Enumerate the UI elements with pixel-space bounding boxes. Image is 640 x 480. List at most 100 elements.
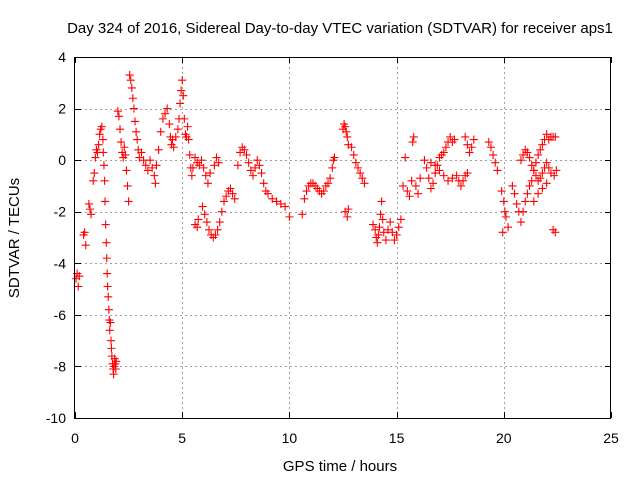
data-point bbox=[251, 163, 260, 172]
data-point bbox=[491, 158, 500, 167]
data-point bbox=[416, 174, 425, 183]
data-point bbox=[236, 148, 245, 157]
data-point bbox=[405, 192, 414, 201]
data-point bbox=[298, 210, 307, 219]
data-point bbox=[441, 143, 450, 152]
data-point bbox=[124, 197, 133, 206]
data-point bbox=[390, 236, 399, 245]
data-point bbox=[538, 168, 547, 178]
data-point bbox=[489, 150, 498, 160]
data-point bbox=[525, 153, 534, 162]
data-point bbox=[112, 357, 121, 366]
data-point bbox=[285, 212, 294, 221]
data-point bbox=[129, 104, 139, 113]
data-point bbox=[122, 166, 131, 175]
data-point bbox=[80, 228, 89, 237]
y-tick-label: -4 bbox=[54, 255, 67, 271]
data-point bbox=[120, 143, 129, 152]
data-point bbox=[452, 171, 461, 180]
data-point bbox=[374, 230, 383, 239]
y-tick-labels: 4 2 0 -2 -4 -6 -8 -10 bbox=[46, 49, 66, 426]
data-point bbox=[84, 199, 93, 209]
data-point bbox=[213, 225, 222, 234]
data-point bbox=[426, 184, 435, 193]
data-point bbox=[150, 171, 159, 180]
data-point bbox=[538, 184, 547, 193]
y-tick-label: 4 bbox=[58, 49, 66, 65]
data-point bbox=[240, 145, 249, 154]
data-point bbox=[163, 104, 172, 113]
data-point bbox=[126, 76, 135, 85]
data-point bbox=[123, 181, 132, 190]
data-point bbox=[100, 197, 110, 206]
data-point bbox=[257, 168, 266, 178]
data-point bbox=[499, 197, 508, 206]
data-point bbox=[396, 215, 405, 224]
data-point bbox=[212, 153, 221, 162]
data-point bbox=[302, 187, 311, 196]
y-tick-label: 2 bbox=[58, 101, 66, 117]
x-tick-label: 10 bbox=[282, 430, 298, 446]
grid-lines bbox=[75, 57, 611, 418]
data-point bbox=[156, 127, 165, 136]
data-point bbox=[151, 179, 160, 188]
data-point bbox=[383, 225, 393, 234]
data-point bbox=[424, 174, 433, 183]
data-point bbox=[378, 215, 387, 224]
data-point bbox=[197, 156, 206, 165]
y-tick-label: -2 bbox=[54, 204, 67, 220]
data-point bbox=[204, 225, 214, 234]
data-point bbox=[154, 145, 163, 154]
data-point bbox=[377, 197, 386, 206]
data-point bbox=[323, 179, 333, 188]
data-point bbox=[253, 156, 262, 165]
data-point bbox=[255, 161, 264, 170]
data-point bbox=[263, 189, 273, 198]
data-point bbox=[536, 145, 545, 154]
data-point bbox=[358, 174, 367, 183]
data-point bbox=[448, 174, 457, 183]
data-point bbox=[75, 272, 84, 281]
data-point bbox=[534, 150, 543, 160]
data-point bbox=[193, 223, 202, 232]
data-point bbox=[117, 138, 126, 147]
data-point bbox=[89, 176, 98, 185]
data-point bbox=[105, 326, 114, 335]
x-tick-label: 25 bbox=[603, 430, 619, 446]
data-point bbox=[272, 197, 281, 206]
data-point bbox=[456, 181, 465, 190]
data-point bbox=[341, 122, 350, 131]
data-point bbox=[392, 230, 401, 239]
data-point bbox=[422, 163, 431, 172]
data-point bbox=[111, 364, 120, 374]
data-point bbox=[330, 153, 339, 162]
data-point bbox=[194, 215, 203, 224]
data-point bbox=[521, 197, 530, 206]
data-point bbox=[99, 161, 108, 170]
data-point bbox=[188, 163, 197, 172]
data-point bbox=[103, 282, 112, 291]
data-point bbox=[202, 217, 211, 227]
data-point bbox=[497, 187, 506, 196]
data-point bbox=[214, 158, 223, 167]
data-point bbox=[176, 99, 185, 108]
data-point bbox=[435, 166, 444, 175]
data-point bbox=[268, 194, 277, 203]
data-point bbox=[104, 292, 113, 301]
data-point bbox=[87, 210, 96, 219]
y-axis-label: SDTVAR / TECUs bbox=[6, 178, 23, 298]
data-point bbox=[90, 168, 99, 178]
data-point bbox=[534, 189, 543, 198]
data-point bbox=[217, 207, 226, 216]
data-point bbox=[130, 117, 140, 126]
data-point bbox=[184, 135, 193, 144]
data-point bbox=[228, 189, 237, 198]
data-point bbox=[102, 254, 111, 263]
data-point bbox=[179, 91, 188, 100]
data-point bbox=[486, 143, 495, 152]
data-point bbox=[439, 148, 448, 157]
data-point bbox=[148, 163, 157, 172]
data-point bbox=[420, 156, 429, 165]
data-point bbox=[343, 212, 352, 221]
data-point bbox=[135, 153, 144, 162]
